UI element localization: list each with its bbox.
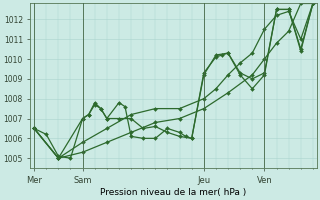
X-axis label: Pression niveau de la mer( hPa ): Pression niveau de la mer( hPa ) xyxy=(100,188,247,197)
